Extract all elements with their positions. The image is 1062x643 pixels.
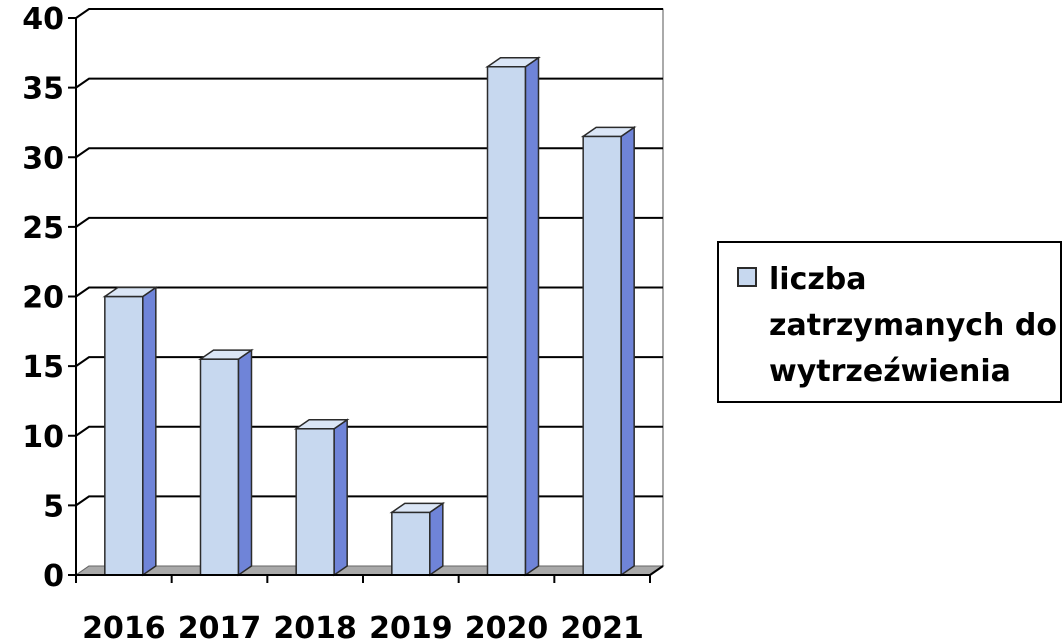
bar-top bbox=[293, 419, 350, 430]
gridline bbox=[75, 356, 663, 367]
bar bbox=[580, 125, 637, 577]
bar-front bbox=[391, 511, 431, 576]
floor bbox=[74, 565, 665, 576]
x-tick-label: 2017 bbox=[178, 611, 262, 643]
bar-top bbox=[198, 349, 254, 360]
bar-front bbox=[295, 428, 335, 576]
bar-front bbox=[486, 65, 527, 576]
y-tick-label: 15 bbox=[22, 350, 64, 385]
x-tick-label: 2018 bbox=[273, 611, 357, 643]
legend: liczba zatrzymanych do wytrzeźwienia bbox=[717, 241, 1062, 403]
bar-side bbox=[142, 286, 157, 577]
back-wall bbox=[75, 8, 664, 576]
bar-top bbox=[102, 286, 159, 298]
bar-side bbox=[524, 56, 540, 577]
x-tick-label: 2016 bbox=[82, 611, 166, 643]
y-tick-label: 35 bbox=[22, 72, 64, 107]
y-tick-label: 30 bbox=[22, 141, 64, 176]
gridline bbox=[75, 425, 663, 437]
legend-swatch bbox=[737, 267, 757, 287]
bar-top bbox=[580, 126, 637, 138]
bar-side bbox=[620, 125, 635, 577]
bar-front bbox=[582, 135, 622, 576]
y-axis-ticks: 0 5 10 15 20 25 30 35 40 bbox=[22, 2, 76, 594]
bars bbox=[102, 56, 637, 577]
bar-front bbox=[199, 358, 240, 576]
x-tick-label: 2020 bbox=[465, 611, 549, 643]
bar-side bbox=[237, 348, 253, 577]
gridline bbox=[75, 8, 663, 19]
bar bbox=[102, 286, 159, 577]
y-tick-label: 25 bbox=[22, 211, 64, 246]
bar-side bbox=[333, 418, 348, 577]
bar-top bbox=[389, 502, 446, 514]
y-tick-label: 40 bbox=[22, 2, 64, 37]
bar bbox=[389, 501, 446, 577]
gridline bbox=[75, 495, 663, 507]
x-axis-labels: 2016 2017 2018 2019 2020 2021 bbox=[82, 611, 644, 643]
y-tick-label: 10 bbox=[22, 420, 64, 455]
y-tick-label: 5 bbox=[43, 489, 64, 524]
gridline bbox=[75, 147, 663, 159]
bar-side bbox=[429, 501, 444, 577]
x-tick-label: 2021 bbox=[560, 611, 644, 643]
x-tick-label: 2019 bbox=[369, 611, 453, 643]
gridlines bbox=[75, 8, 663, 507]
chart-walls bbox=[74, 8, 665, 576]
x-axis-depth bbox=[649, 565, 664, 576]
bar-top bbox=[485, 56, 541, 68]
bar bbox=[198, 348, 254, 577]
gridline bbox=[75, 77, 663, 89]
y-tick-label: 0 bbox=[43, 559, 64, 594]
y-tick-label: 20 bbox=[22, 281, 64, 316]
gridline bbox=[75, 286, 663, 298]
gridline bbox=[75, 216, 663, 228]
bar-front bbox=[104, 295, 144, 576]
bar bbox=[293, 418, 350, 577]
bar bbox=[485, 56, 541, 577]
legend-label: liczba zatrzymanych do wytrzeźwienia bbox=[769, 262, 1057, 389]
